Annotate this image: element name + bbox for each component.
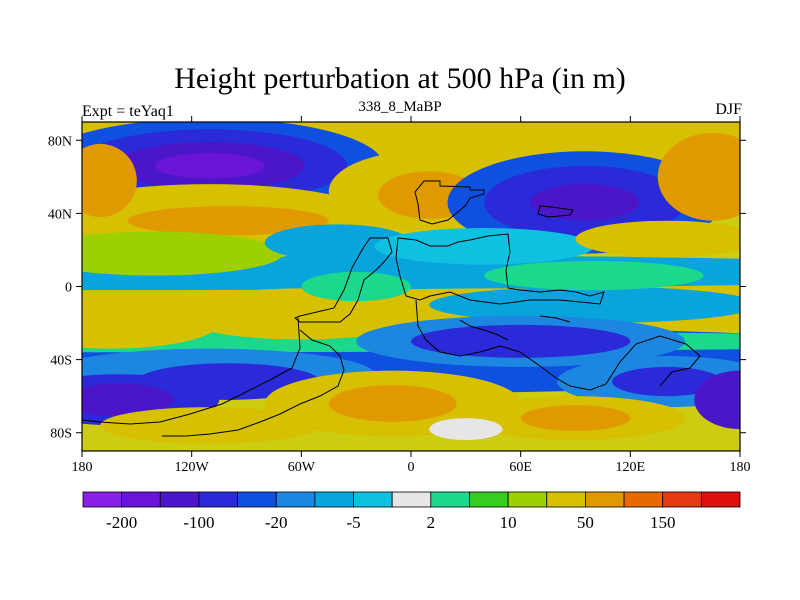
field-contour [82, 143, 137, 218]
colorbar-bin [662, 491, 702, 508]
colorbar-bin [275, 491, 316, 508]
field-contour [484, 260, 704, 291]
field-contour [264, 224, 411, 261]
colorbar-bin [507, 491, 548, 508]
field-contour [520, 405, 631, 431]
colorbar-bin [623, 491, 664, 508]
field-contour [429, 418, 503, 441]
colorbar-label: -200 [106, 513, 137, 532]
y-tick-label: 0 [65, 281, 72, 296]
coastlines [82, 180, 701, 437]
y-tick-label: 40S [50, 354, 72, 369]
field-contour [612, 366, 722, 397]
colorbar-label: 10 [500, 513, 517, 532]
colorbar-bin [237, 491, 277, 508]
colorbar-bin [469, 491, 509, 508]
x-tick-label: 180 [72, 460, 93, 475]
colorbar-label: -20 [265, 513, 288, 532]
field-contour [301, 271, 411, 302]
colorbar-bin [585, 491, 625, 508]
colorbar-label: -100 [183, 513, 214, 532]
x-tick-label: 180 [730, 460, 751, 475]
chart-title: Height perturbation at 500 hPa (in m) [174, 62, 626, 95]
field-contour [173, 288, 430, 340]
colorbar-bin [159, 491, 200, 508]
colorbar-label: 50 [577, 513, 594, 532]
x-tick-label: 0 [408, 460, 415, 475]
x-tick-label: 60E [509, 460, 532, 475]
colorbar-label: 2 [427, 513, 436, 532]
field-contour [529, 184, 640, 221]
colorbar-bin [353, 491, 393, 508]
field-contour [411, 324, 631, 358]
y-tick-label: 40N [48, 207, 72, 222]
colorbar-label: -5 [346, 513, 360, 532]
season-label: DJF [715, 101, 742, 118]
axes: 180 120W 60W 0 60E 120E 180 80N 40N 0 40S 80S [48, 116, 751, 475]
x-tick-label: 120E [616, 460, 646, 475]
experiment-label: Expt = teYaq1 [82, 103, 174, 120]
colorbar-bin [198, 491, 238, 508]
field-contour [155, 153, 265, 179]
y-tick-label: 80N [48, 134, 72, 149]
colorbar-bin [121, 491, 161, 508]
colorbar-bin [391, 491, 432, 508]
field-contour [429, 286, 740, 324]
colorbar-bin [82, 491, 123, 508]
field-contour [679, 154, 740, 199]
field-contour [328, 385, 457, 422]
field-contour [575, 220, 740, 258]
field-contour [694, 370, 740, 430]
colorbar: -200 -100 -20 -5 2 10 50 150 [82, 491, 741, 532]
field-contour [82, 231, 284, 276]
field-contour [374, 228, 594, 265]
colorbar-bin [546, 491, 586, 508]
colorbar-bin [430, 491, 470, 508]
run-label: 338_8_MaBP [358, 99, 442, 115]
field-contour [82, 383, 174, 417]
colorbar-bin [700, 491, 741, 508]
x-tick-label: 120W [175, 460, 210, 475]
y-tick-label: 80S [50, 427, 72, 442]
field-contour [127, 206, 329, 236]
colorbar-bin [314, 491, 354, 508]
field-contour [100, 407, 320, 444]
colorbar-label: 150 [650, 513, 676, 532]
height-field [82, 122, 740, 444]
x-tick-label: 60W [288, 460, 316, 475]
